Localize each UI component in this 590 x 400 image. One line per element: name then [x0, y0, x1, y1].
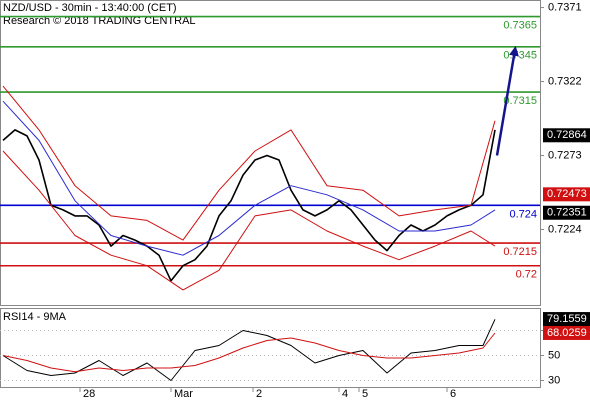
price-label: 0.72473 — [547, 188, 587, 200]
series-line — [2, 319, 496, 381]
price-label: 79.1559 — [547, 313, 587, 325]
x-tick-label: 28 — [83, 388, 95, 400]
y-tick-label: 0.7322 — [548, 75, 582, 87]
level-label: 0.7345 — [503, 50, 537, 62]
price-label-box — [543, 312, 590, 327]
x-tick-label: 5 — [362, 388, 368, 400]
level-label: 0.7215 — [503, 246, 537, 258]
y-tick-label: 0.7273 — [548, 149, 582, 161]
series-line — [2, 332, 496, 373]
x-tick-label: 2 — [256, 388, 262, 400]
level-label: 0.724 — [509, 208, 537, 220]
chart-subtitle: Research © 2018 TRADING CENTRAL — [3, 15, 196, 27]
y-tick-label: 0.7224 — [548, 223, 582, 235]
projection-arrow — [495, 45, 519, 156]
price-label-box — [543, 128, 590, 143]
level-label: 0.7365 — [503, 20, 537, 32]
chart-title: NZD/USD - 30min - 13:40:00 (CET) — [3, 2, 177, 14]
series-line — [2, 129, 496, 282]
x-tick-label: 6 — [450, 388, 456, 400]
price-label-box — [543, 325, 590, 340]
series-line — [2, 150, 496, 291]
x-tick-label: Mar — [174, 388, 193, 400]
price-label: 0.72351 — [547, 207, 587, 219]
y-tick-label: 0.7371 — [548, 1, 582, 13]
rsi-frame — [0, 308, 541, 388]
level-label: 0.72 — [516, 269, 537, 281]
price-frame — [0, 0, 541, 306]
price-label-box — [543, 187, 590, 202]
x-tick-label: 4 — [342, 388, 348, 400]
price-label: 68.0259 — [547, 327, 587, 339]
y-tick-label: 30 — [548, 374, 560, 386]
series-line — [2, 100, 496, 256]
level-label: 0.7315 — [503, 95, 537, 107]
series-line — [2, 85, 496, 241]
rsi-title: RSI14 - 9MA — [3, 311, 67, 323]
price-label: 0.72864 — [547, 129, 587, 141]
price-label-box — [543, 205, 590, 220]
y-tick-label: 50 — [548, 349, 560, 361]
